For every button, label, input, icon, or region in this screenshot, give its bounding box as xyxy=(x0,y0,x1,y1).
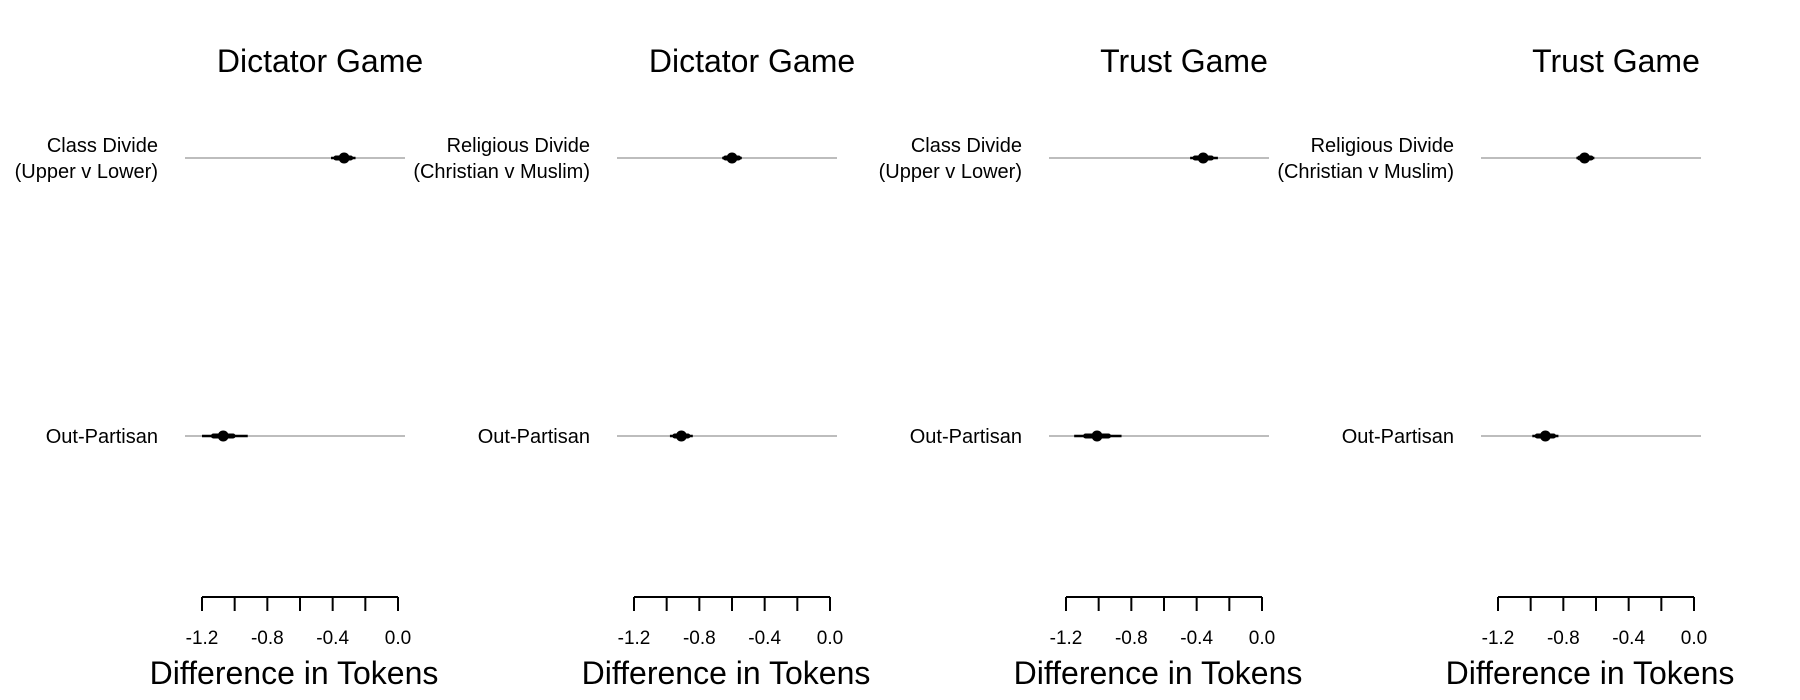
coef-row: Out-Partisan xyxy=(478,426,837,448)
coef-row: Religious Divide (Christian v Muslim) xyxy=(413,135,837,183)
point-estimate xyxy=(1197,152,1209,164)
row-label: Religious Divide xyxy=(1311,135,1454,157)
x-tick-label: 0.0 xyxy=(817,628,843,649)
x-axis-title: Difference in Tokens xyxy=(150,655,439,691)
point-estimate xyxy=(1091,430,1103,442)
x-tick-label: -1.2 xyxy=(1050,628,1083,649)
x-tick-label: -1.2 xyxy=(618,628,651,649)
row-label: Class Divide xyxy=(47,135,158,157)
panel-4: Trust Game Religious Divide (Christian v M… xyxy=(1277,43,1734,691)
x-tick-label: -0.4 xyxy=(748,628,781,649)
row-label: Religious Divide xyxy=(447,135,590,157)
x-tick-label: 0.0 xyxy=(385,628,411,649)
panel-title: Dictator Game xyxy=(217,43,423,79)
x-tick-label: -0.8 xyxy=(251,628,284,649)
x-axis: -1.2 -0.8 -0.4 0.0 Difference in Tokens xyxy=(1014,596,1303,691)
x-tick-label: -1.2 xyxy=(186,628,219,649)
coef-row: Out-Partisan xyxy=(46,426,405,448)
x-tick-label: -1.2 xyxy=(1482,628,1515,649)
row-label: (Christian v Muslim) xyxy=(413,161,590,183)
x-tick-label: -0.4 xyxy=(1180,628,1213,649)
coef-row: Out-Partisan xyxy=(910,426,1269,448)
point-estimate xyxy=(338,152,350,164)
x-axis-title: Difference in Tokens xyxy=(1014,655,1303,691)
panel-3: Trust Game Class Divide (Upper v Lower) Out… xyxy=(879,43,1303,691)
row-label: Out-Partisan xyxy=(1342,426,1454,448)
row-label: Out-Partisan xyxy=(46,426,158,448)
point-estimate xyxy=(726,152,738,164)
row-label: (Upper v Lower) xyxy=(15,161,158,183)
panel-2: Dictator Game Religious Divide (Christian … xyxy=(413,43,870,691)
x-tick-label: 0.0 xyxy=(1249,628,1275,649)
panel-title: Dictator Game xyxy=(649,43,855,79)
row-label: (Christian v Muslim) xyxy=(1277,161,1454,183)
x-tick-label: -0.8 xyxy=(1547,628,1580,649)
panel-title: Trust Game xyxy=(1100,43,1268,79)
x-tick-label: -0.4 xyxy=(316,628,349,649)
x-tick-label: -0.8 xyxy=(1115,628,1148,649)
point-estimate xyxy=(1579,152,1591,164)
coef-row: Out-Partisan xyxy=(1342,426,1701,448)
x-tick-label: -0.4 xyxy=(1612,628,1645,649)
x-axis: -1.2 -0.8 -0.4 0.0 Difference in Tokens xyxy=(150,596,439,691)
x-axis: -1.2 -0.8 -0.4 0.0 Difference in Tokens xyxy=(582,596,871,691)
x-tick-label: -0.8 xyxy=(683,628,716,649)
row-label: Out-Partisan xyxy=(478,426,590,448)
coef-row: Class Divide (Upper v Lower) xyxy=(15,135,405,183)
panel-1: Dictator Game Class Divide (Upper v Lower)… xyxy=(15,43,439,691)
coef-row: Religious Divide (Christian v Muslim) xyxy=(1277,135,1701,183)
point-estimate xyxy=(217,430,229,442)
panel-title: Trust Game xyxy=(1532,43,1700,79)
point-estimate xyxy=(1539,430,1551,442)
x-axis: -1.2 -0.8 -0.4 0.0 Difference in Tokens xyxy=(1446,596,1735,691)
x-axis-title: Difference in Tokens xyxy=(1446,655,1735,691)
row-label: Out-Partisan xyxy=(910,426,1022,448)
x-tick-label: 0.0 xyxy=(1681,628,1707,649)
point-estimate xyxy=(675,430,687,442)
row-label: (Upper v Lower) xyxy=(879,161,1022,183)
x-axis-title: Difference in Tokens xyxy=(582,655,871,691)
row-label: Class Divide xyxy=(911,135,1022,157)
coef-row: Class Divide (Upper v Lower) xyxy=(879,135,1269,183)
